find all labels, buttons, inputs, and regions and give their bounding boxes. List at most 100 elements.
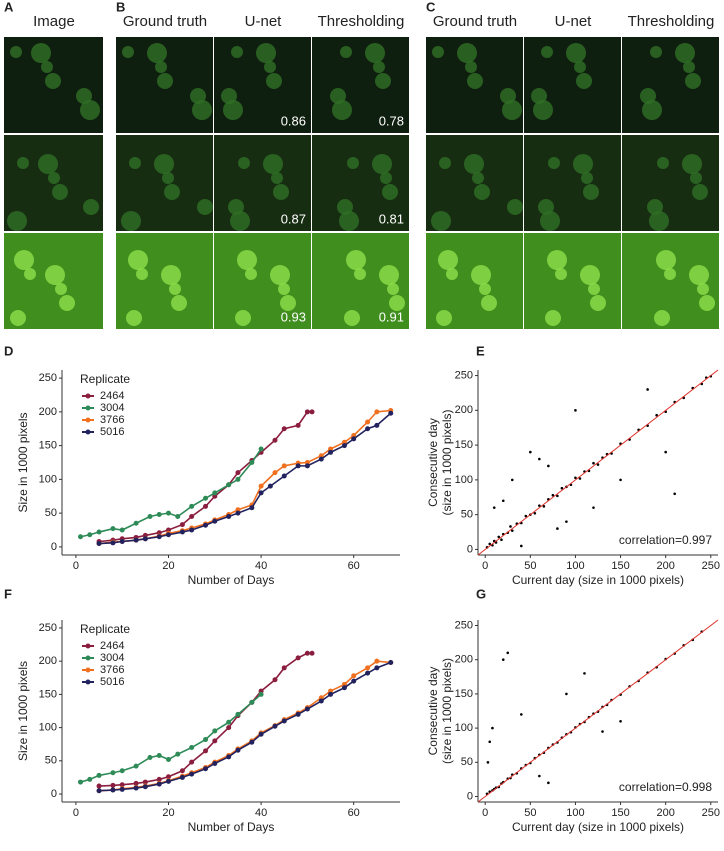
x-tick-label: 40 [255, 807, 267, 819]
data-point [520, 713, 523, 716]
leaf [136, 268, 148, 280]
data-point [304, 409, 310, 415]
data-point [365, 670, 371, 676]
data-point [147, 514, 153, 520]
leaf [650, 46, 662, 58]
data-point [226, 514, 232, 520]
leaf [273, 184, 289, 200]
data-point [119, 538, 125, 544]
data-point [133, 780, 139, 786]
data-point [226, 482, 232, 488]
data-point [179, 768, 185, 774]
leaf [538, 199, 554, 215]
data-point [165, 778, 171, 784]
leaf [432, 46, 444, 58]
data-point [258, 490, 264, 496]
column-title: Thresholding [318, 13, 405, 30]
data-point [365, 665, 371, 671]
data-point [309, 650, 315, 656]
data-point [212, 738, 218, 744]
data-point [179, 774, 185, 780]
data-point [374, 665, 380, 671]
leaf [154, 154, 174, 174]
leaf [439, 157, 451, 169]
leaf [576, 73, 592, 89]
leaf [192, 100, 212, 120]
data-point [203, 737, 209, 743]
legend-label: 3004 [100, 402, 124, 414]
data-point [272, 677, 278, 683]
data-point [203, 495, 209, 501]
data-point [87, 776, 93, 782]
leaf [164, 184, 180, 200]
x-tick-label: 150 [611, 807, 629, 819]
data-point [510, 529, 514, 532]
leaf [689, 265, 709, 285]
x-tick-label: 20 [162, 807, 174, 819]
legend-label: 5016 [100, 676, 124, 688]
data-point [235, 711, 241, 717]
leaf [41, 61, 53, 73]
x-tick-label: 250 [702, 560, 720, 572]
leaf [699, 295, 715, 311]
panel-label: E [476, 343, 485, 358]
panel-label: B [116, 0, 125, 14]
data-point [574, 409, 577, 412]
leaf [375, 73, 391, 89]
leaf [479, 283, 491, 295]
data-point [212, 490, 218, 496]
data-point [374, 409, 380, 415]
plant-image [312, 37, 409, 133]
y-tick-label: 50 [45, 507, 57, 519]
data-point [110, 770, 116, 776]
plant-image [524, 135, 621, 231]
x-axis-label: Current day (size in 1000 pixels) [512, 820, 684, 834]
data-point [309, 409, 315, 415]
legend-marker [85, 405, 91, 411]
data-point [235, 470, 241, 476]
leaf [502, 100, 522, 120]
leaf [76, 88, 92, 104]
data-point [365, 419, 371, 425]
leaf [270, 265, 290, 285]
data-point [226, 754, 232, 760]
data-point [156, 753, 162, 759]
leaf [474, 184, 490, 200]
data-point [295, 463, 301, 469]
y-axis-label: (size in 1000 pixels) [440, 658, 454, 764]
leaf [481, 295, 497, 311]
data-point [119, 768, 125, 774]
data-point [258, 691, 264, 697]
data-point [520, 544, 523, 548]
y-tick-label: 150 [39, 688, 57, 700]
data-point [538, 504, 541, 507]
data-point [374, 658, 380, 664]
data-point [351, 436, 357, 442]
leaf [365, 43, 385, 63]
data-point [189, 771, 195, 777]
leaf [464, 154, 484, 174]
data-point [272, 437, 278, 443]
leaf [697, 283, 709, 295]
series-line [98, 409, 391, 545]
leaf [692, 184, 708, 200]
data-point [110, 526, 116, 532]
data-point [578, 477, 582, 480]
plant-image [214, 135, 311, 231]
series-line [99, 660, 391, 792]
leaf [10, 46, 22, 58]
data-point [189, 759, 195, 765]
x-tick-label: 60 [348, 807, 360, 819]
leaf [654, 310, 670, 326]
leaf [431, 211, 451, 231]
data-point [189, 745, 195, 751]
x-tick-label: 200 [656, 807, 674, 819]
leaf [264, 61, 276, 73]
leaf [590, 295, 606, 311]
leaf [387, 283, 399, 295]
leaf [531, 88, 547, 104]
data-point [165, 510, 171, 516]
data-point [142, 784, 148, 790]
data-point [258, 731, 264, 737]
